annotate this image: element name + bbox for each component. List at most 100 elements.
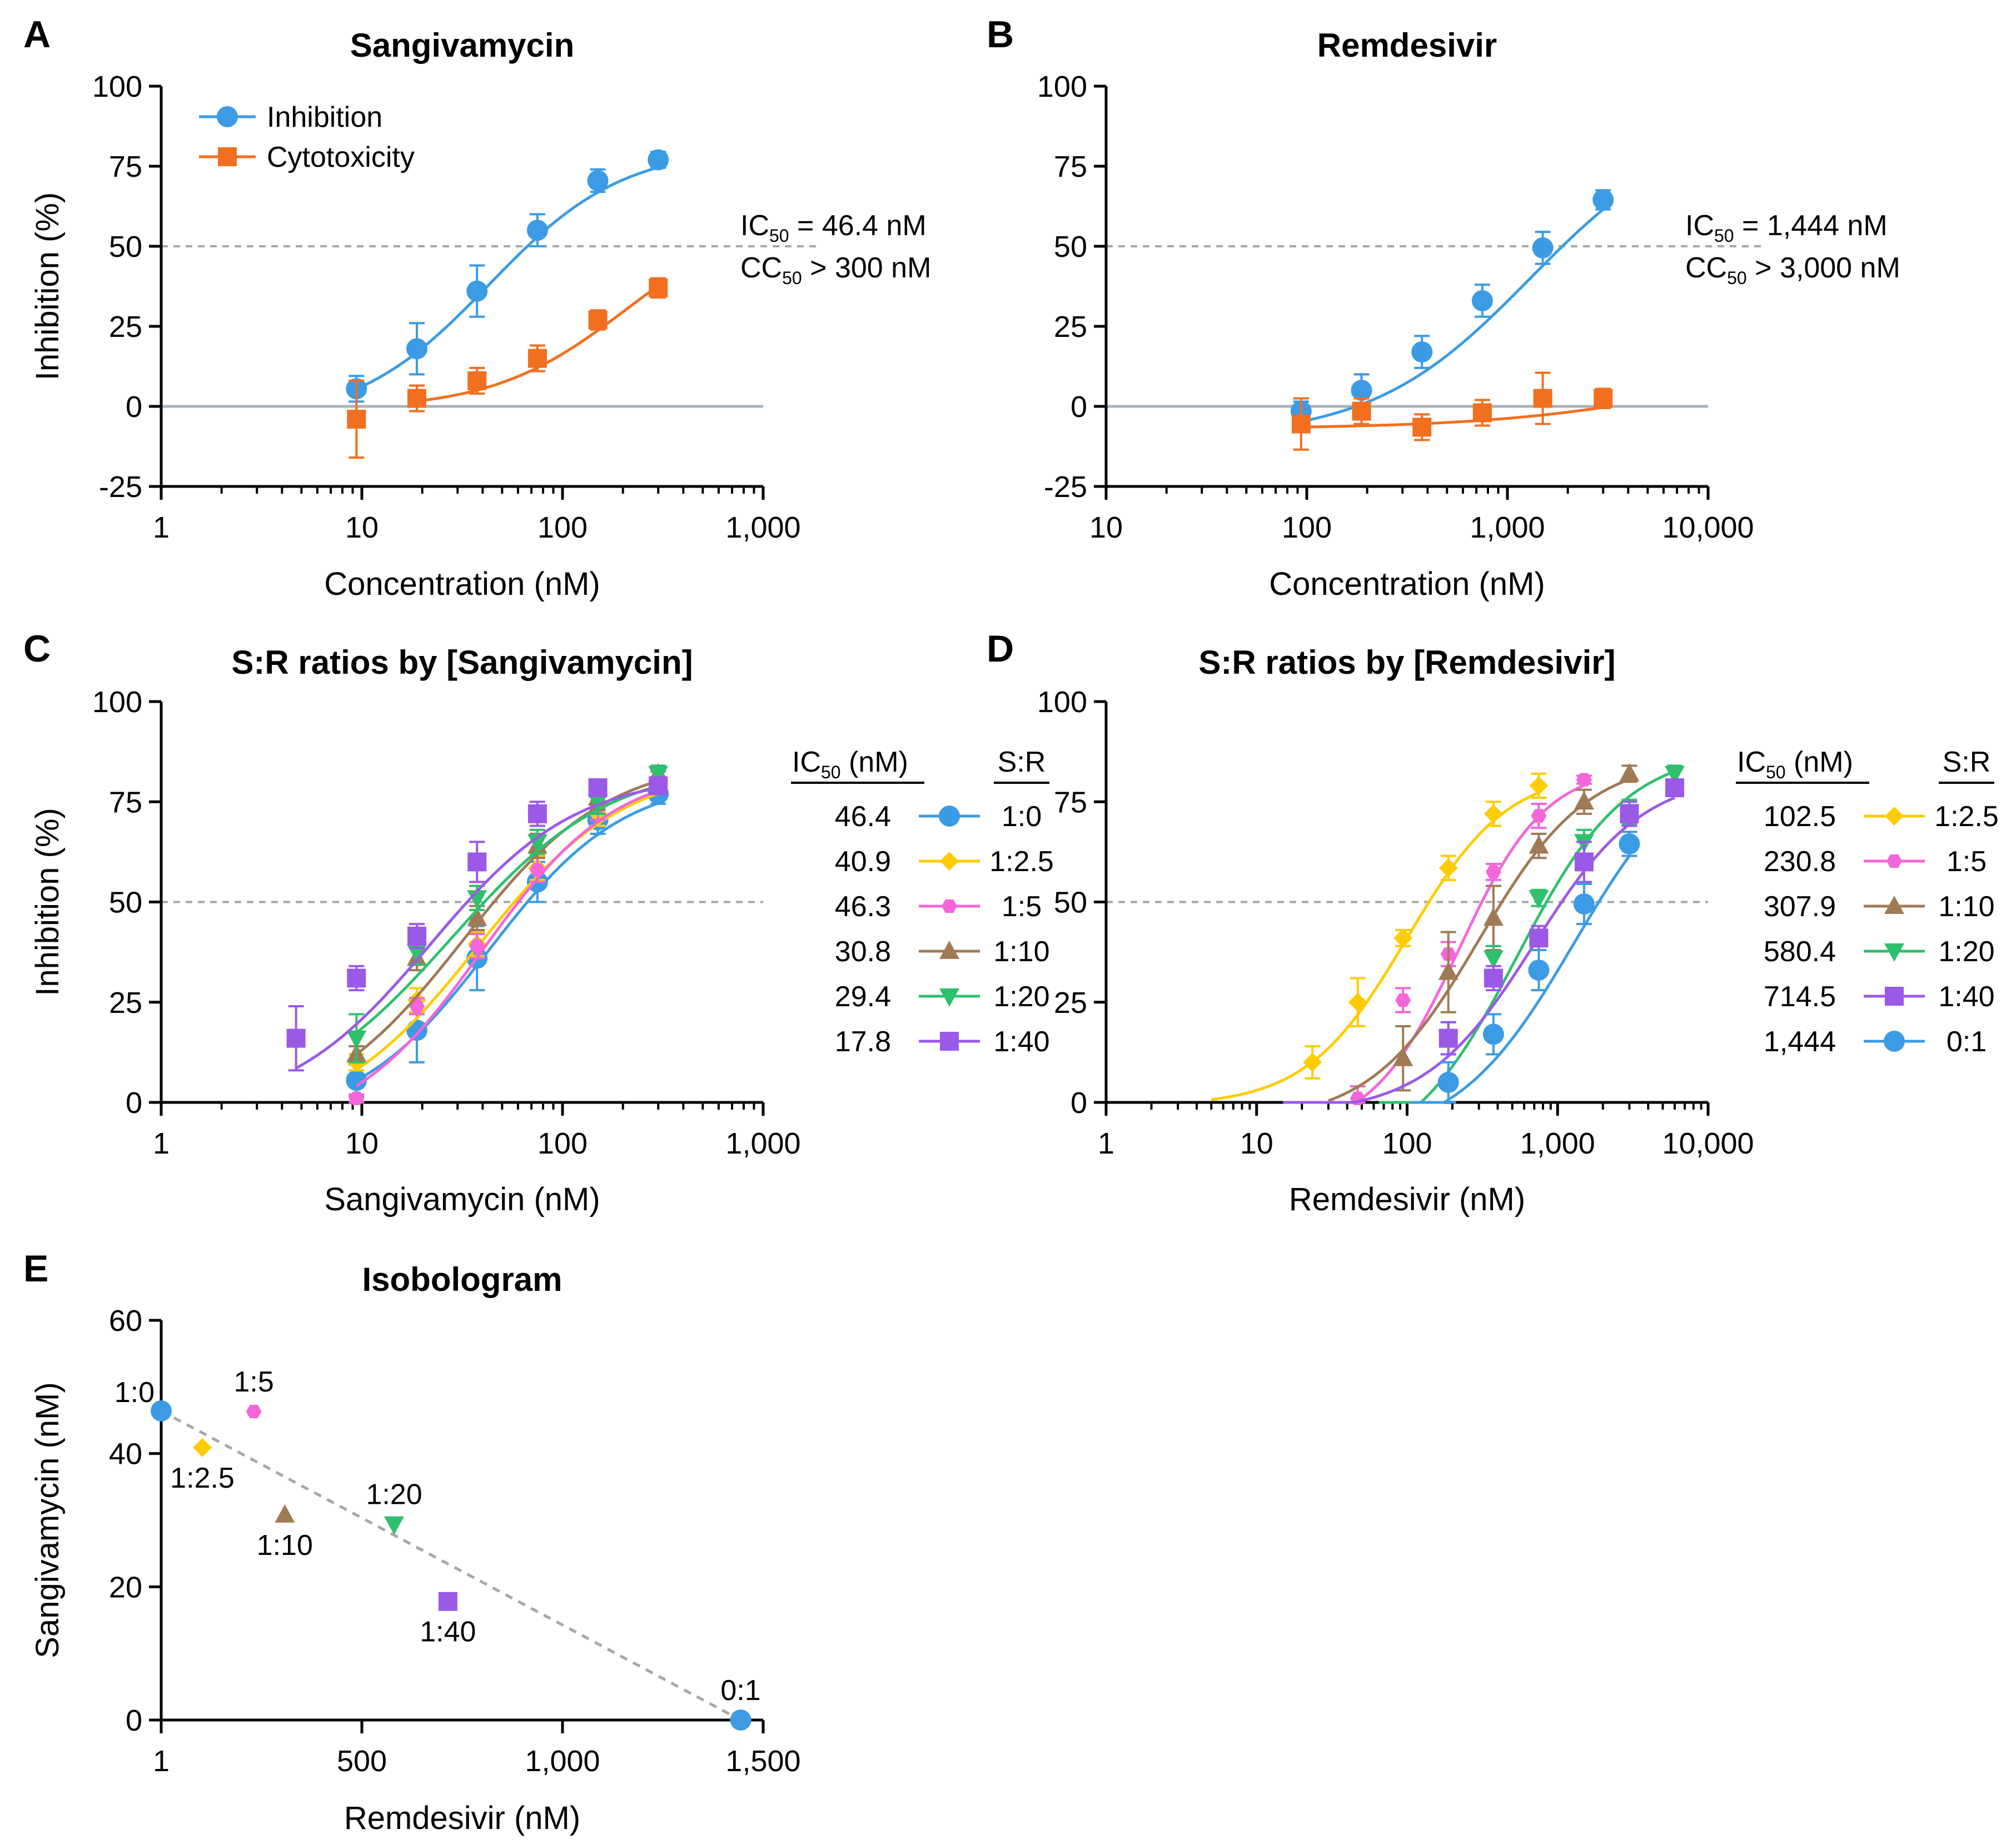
y-tick-label: 50 [1054,886,1087,919]
series-1:40 [1283,778,1684,1104]
x-tick-label: 10,000 [1662,1127,1754,1160]
annotation-1: CC50 > 300 nM [740,252,931,288]
table-header-ic50: IC50 (nM) [792,746,908,782]
x-axis-label: Concentration (nM) [324,566,600,602]
x-tick-label: 100 [1282,511,1332,544]
data-point [406,338,427,360]
panel-C: C S:R ratios by [Sangivamycin] 0 25 50 75 100 1… [23,628,1054,1217]
table-legend-marker [1884,896,1904,914]
data-point [1484,968,1503,988]
data-point [346,1030,367,1049]
data-point [1483,950,1504,969]
data-point [1533,389,1552,408]
series-1:40 [286,776,668,1072]
isobologram-point-label: 1:40 [420,1616,476,1648]
isobologram-point-label: 1:0 [115,1376,155,1409]
data-point [1664,766,1685,784]
data-point [1482,1023,1504,1045]
table-legend-marker [940,852,959,871]
table-ratio-label: 1:40 [993,1026,1049,1058]
data-point [1529,928,1549,948]
y-tick-label: 25 [109,310,142,344]
data-point [529,863,545,877]
series-1:10 [1328,763,1640,1102]
y-tick-label: 100 [92,685,142,719]
data-point [527,804,547,823]
y-tick-label: 0 [1071,1086,1087,1120]
data-point [1574,791,1594,810]
data-point [1291,414,1311,434]
isobologram-point [730,1709,751,1731]
y-tick-label: 40 [109,1438,142,1471]
y-axis-label: Inhibition (%) [29,192,66,380]
annotation-0-sub: 50 [1714,226,1734,246]
chart-title: S:R ratios by [Remdesivir] [1198,644,1615,681]
x-tick-label: 1,000 [1470,511,1545,544]
table-legend-marker [1885,987,1904,1006]
data-point [1531,809,1547,823]
annotation-1: CC50 > 3,000 nM [1685,252,1900,288]
fit-curve [356,802,659,1082]
table-header-ic50: IC50 (nM) [1737,746,1853,782]
table-ic50-value: 714.5 [1764,981,1836,1013]
isobologram-point [193,1438,212,1457]
data-point [286,1028,306,1048]
y-tick-label: 0 [126,390,142,424]
data-point [1393,928,1413,948]
data-point [1532,237,1554,259]
data-point [649,776,668,796]
data-point [1483,907,1504,926]
y-tick-label: 50 [109,230,142,264]
x-tick-label: 1 [153,1744,170,1778]
annotation-0-rest: = 1,444 nM [1734,210,1888,242]
data-point [1395,993,1411,1007]
y-tick-label: 50 [109,886,142,919]
table-ic50-value: 307.9 [1764,891,1836,923]
panel-letter: E [23,1247,48,1290]
annotation-1-rest: > 300 nM [802,252,932,284]
x-tick-label: 10 [345,511,379,544]
data-point [588,310,608,330]
table-header-ic50-main: IC [792,746,821,778]
data-point [588,778,608,798]
series-1:5 [1321,773,1592,1105]
data-point [1620,804,1639,823]
y-tick-label: 75 [1054,786,1087,819]
isobologram-point [275,1504,295,1523]
x-tick-label: 1,000 [525,1744,600,1778]
data-point [1529,776,1549,796]
panel-E: E Isobologram 0 20 40 60 1 500 1,000 1,500 Remdesi… [23,1247,801,1836]
data-point [347,968,366,988]
x-axis-label: Concentration (nM) [1269,566,1545,602]
isobologram-point-label: 1:5 [233,1366,273,1398]
data-point [467,907,487,926]
table-ic50-value: 17.8 [835,1026,891,1058]
data-point [1438,1028,1458,1048]
data-point [349,1091,365,1105]
table-legend-marker [939,806,960,827]
data-point [1576,773,1592,787]
fit-curve [295,786,659,1070]
data-point [1529,890,1549,909]
fit-curve [1211,791,1540,1101]
chart-title: Remdesivir [1317,27,1497,64]
table-ic50-value: 580.4 [1764,936,1836,968]
table-ic50-value: 230.8 [1764,846,1836,878]
y-tick-label: 25 [109,986,142,1020]
additivity-line [160,1409,741,1722]
series-Inhibition [346,149,669,403]
chart-title: S:R ratios by [Sangivamycin] [231,644,693,681]
y-tick-label: 20 [109,1570,142,1604]
isobologram-point [246,1405,262,1419]
data-point [407,926,426,946]
isobologram-point-label: 1:2.5 [170,1462,235,1494]
fit-curve [1301,208,1604,423]
y-tick-label: 75 [1054,150,1087,183]
annotation-0-rest: = 46.4 nM [789,210,927,242]
annotation-0: IC50 = 1,444 nM [1685,210,1888,246]
data-point [1303,1052,1322,1072]
data-point [1411,341,1433,363]
data-point [466,280,488,302]
table-ratio-label: 1:2.5 [1934,801,1999,833]
x-tick-label: 10 [1089,511,1123,544]
